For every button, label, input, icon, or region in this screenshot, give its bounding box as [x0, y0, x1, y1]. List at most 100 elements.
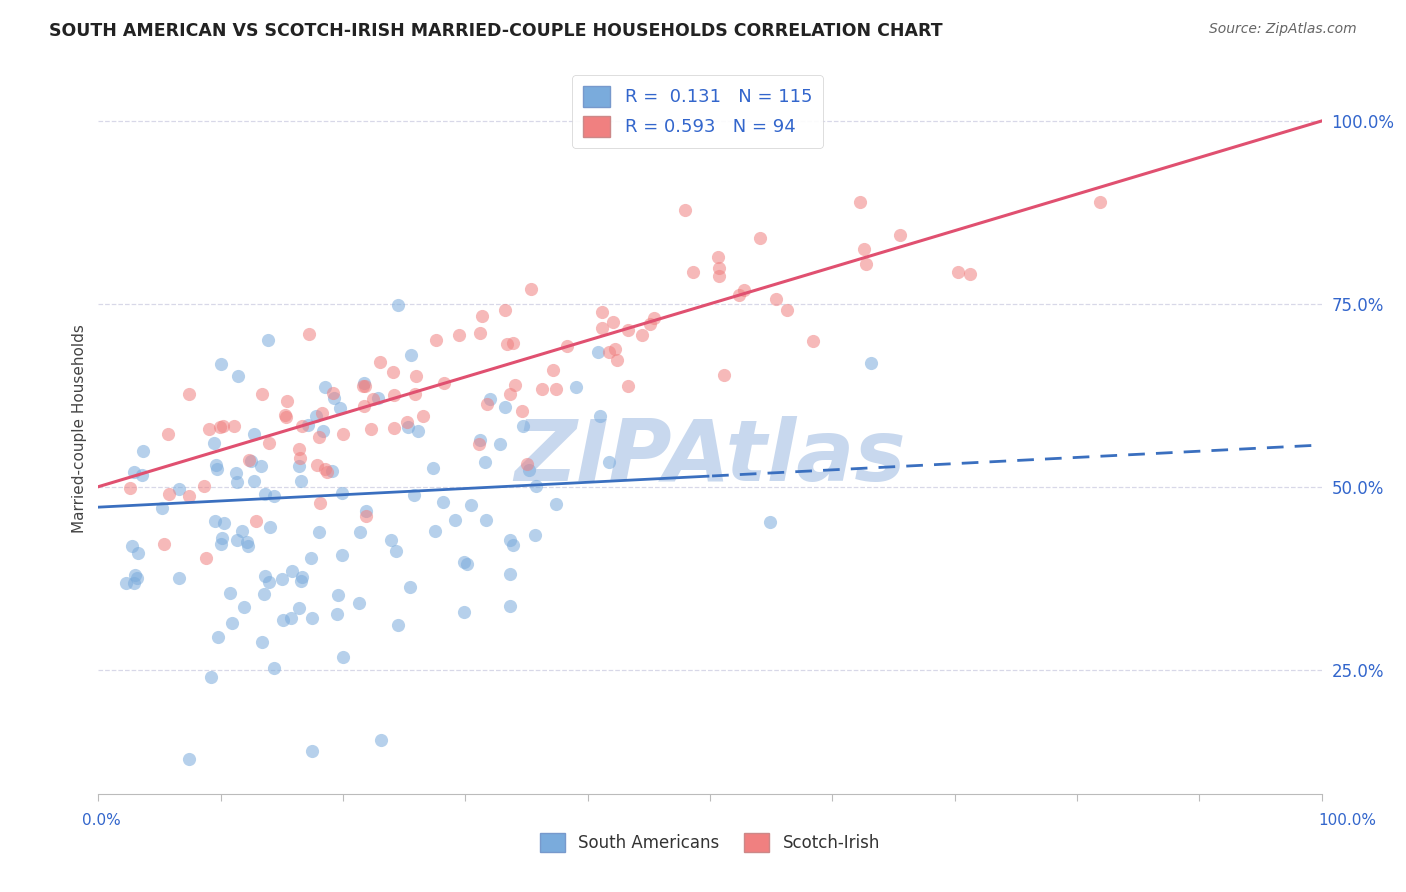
Point — [231, 524, 253, 539]
Text: 0.0%: 0.0% — [82, 814, 121, 828]
Point — [249, 458, 271, 473]
Point — [245, 514, 267, 528]
Point — [544, 382, 567, 396]
Point — [329, 401, 352, 416]
Point — [332, 650, 354, 665]
Point — [396, 419, 419, 434]
Point — [468, 436, 491, 450]
Point — [408, 424, 430, 438]
Point — [212, 419, 235, 434]
Point — [356, 503, 378, 517]
Point — [643, 311, 665, 326]
Point — [323, 391, 346, 405]
Point — [602, 315, 624, 329]
Point — [299, 551, 322, 566]
Point — [630, 327, 652, 342]
Point — [433, 376, 456, 390]
Point — [382, 388, 405, 402]
Point — [242, 426, 264, 441]
Point — [382, 421, 405, 435]
Point — [132, 443, 155, 458]
Point — [321, 464, 343, 478]
Point — [617, 379, 640, 393]
Point — [385, 543, 408, 558]
Point — [207, 630, 229, 644]
Point — [673, 202, 696, 217]
Point — [352, 378, 374, 392]
Point — [404, 387, 426, 401]
Point — [432, 495, 454, 509]
Point — [453, 606, 475, 620]
Point — [470, 433, 492, 447]
Point — [202, 435, 225, 450]
Point — [591, 304, 613, 318]
Point — [387, 618, 409, 632]
Point — [271, 572, 294, 586]
Point — [259, 575, 281, 590]
Point — [280, 611, 302, 625]
Point — [361, 392, 384, 406]
Point — [380, 533, 402, 548]
Point — [314, 462, 336, 476]
Point — [347, 596, 370, 610]
Point — [124, 567, 146, 582]
Point — [368, 355, 391, 369]
Point — [758, 515, 780, 529]
Point — [524, 528, 547, 542]
Point — [855, 256, 877, 270]
Point — [179, 387, 201, 401]
Point — [226, 475, 249, 490]
Point — [259, 520, 281, 534]
Point — [297, 327, 319, 342]
Point — [425, 333, 447, 347]
Point — [205, 462, 228, 476]
Point — [274, 409, 297, 423]
Point — [591, 320, 613, 334]
Point — [775, 303, 797, 318]
Point — [349, 524, 371, 539]
Point — [354, 508, 377, 523]
Point — [598, 345, 620, 359]
Point — [748, 231, 770, 245]
Point — [257, 436, 280, 450]
Point — [200, 670, 222, 684]
Point — [589, 409, 612, 423]
Point — [263, 489, 285, 503]
Point — [291, 570, 314, 584]
Point — [707, 268, 730, 283]
Point — [478, 392, 501, 406]
Point — [603, 342, 626, 356]
Point — [468, 326, 491, 340]
Point — [398, 580, 420, 594]
Point — [221, 616, 243, 631]
Point — [212, 516, 235, 531]
Point — [150, 500, 173, 515]
Point — [288, 459, 311, 474]
Point — [250, 387, 273, 401]
Point — [499, 567, 522, 582]
Point — [256, 334, 278, 348]
Text: SOUTH AMERICAN VS SCOTCH-IRISH MARRIED-COUPLE HOUSEHOLDS CORRELATION CHART: SOUTH AMERICAN VS SCOTCH-IRISH MARRIED-C… — [49, 22, 943, 40]
Point — [177, 489, 200, 503]
Point — [226, 368, 249, 383]
Point — [309, 496, 332, 510]
Point — [353, 399, 375, 413]
Point — [512, 419, 534, 434]
Point — [449, 327, 471, 342]
Point — [226, 533, 249, 547]
Point — [288, 601, 311, 615]
Point — [510, 404, 533, 418]
Point — [502, 538, 524, 552]
Point — [586, 345, 609, 359]
Point — [1088, 194, 1111, 209]
Point — [204, 514, 226, 528]
Point — [250, 635, 273, 649]
Point — [197, 422, 219, 436]
Point — [167, 571, 190, 585]
Point — [565, 380, 588, 394]
Point — [127, 571, 149, 585]
Point — [353, 376, 375, 390]
Point — [727, 288, 749, 302]
Point — [131, 467, 153, 482]
Point — [489, 437, 512, 451]
